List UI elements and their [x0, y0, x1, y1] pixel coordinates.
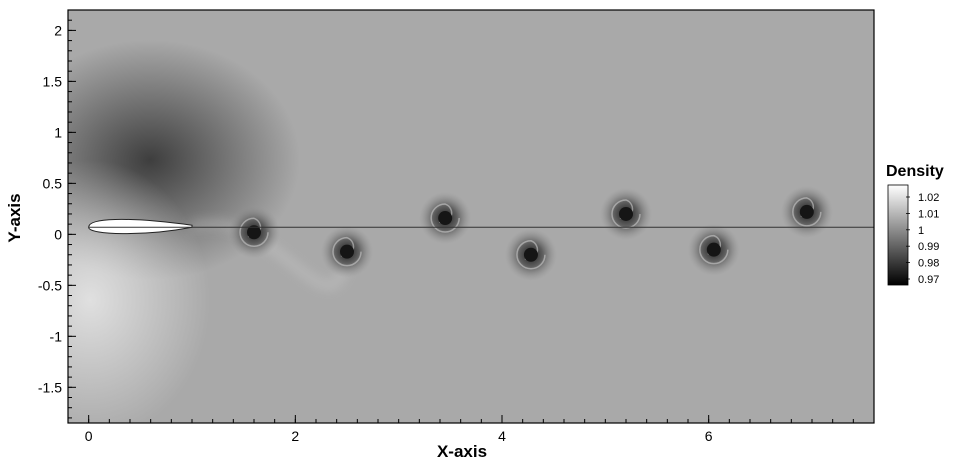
- vortex-core: [706, 242, 721, 257]
- y-tick-label: 1.5: [43, 73, 63, 89]
- vortex-core: [438, 211, 453, 226]
- y-tick-label: 2: [54, 22, 62, 38]
- colorbar-title: Density: [886, 163, 944, 180]
- x-tick-label: 6: [705, 428, 713, 444]
- y-tick-label: -1.5: [38, 379, 62, 395]
- y-tick-label: -0.5: [38, 277, 62, 293]
- colorbar-legend: Density 1.02 1.01 1 0.99 0.98 0.97: [886, 163, 944, 286]
- colorbar-label: 1.02: [918, 192, 939, 204]
- x-tick-label: 4: [498, 428, 506, 444]
- x-axis-ticks: 0 2 4 6: [67, 415, 875, 444]
- y-tick-label: 1: [54, 124, 62, 140]
- colorbar-label: 0.98: [918, 258, 939, 270]
- vortex-core: [247, 225, 261, 240]
- colorbar-label: 1: [918, 225, 924, 237]
- colorbar-label: 0.99: [918, 241, 939, 253]
- x-axis-title: X-axis: [437, 442, 487, 461]
- colorbar-scale: [887, 184, 909, 286]
- y-tick-label: 0: [54, 226, 62, 242]
- plot-frame: [67, 9, 875, 424]
- vortex-core: [619, 206, 633, 221]
- colorbar-labels: 1.02 1.01 1 0.99 0.98 0.97: [906, 192, 939, 286]
- y-tick-label: 0.5: [43, 175, 63, 191]
- colorbar-label: 0.97: [918, 274, 939, 286]
- plot-area: [68, 10, 874, 423]
- vortex-core: [523, 247, 538, 262]
- vortex-core: [340, 244, 354, 259]
- y-tick-label: -1: [50, 328, 63, 344]
- colorbar-label: 1.01: [918, 208, 939, 220]
- x-tick-label: 2: [291, 428, 299, 444]
- y-axis-title: Y-axis: [5, 193, 24, 242]
- airfoil: [88, 218, 193, 235]
- x-tick-label: 0: [85, 428, 93, 444]
- vortex-core: [799, 204, 814, 219]
- y-axis-ticks: 2 1.5 1 0.5 0 -0.5 -1 -1.5: [38, 9, 76, 419]
